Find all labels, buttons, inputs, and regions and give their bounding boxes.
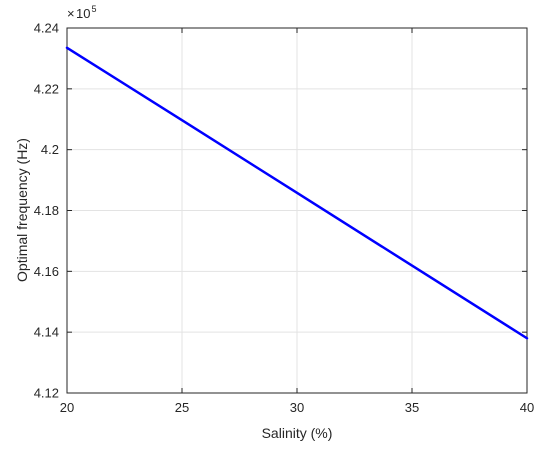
y-exponent-times-sign: × [67,6,75,21]
x-tick-label: 20 [60,400,74,415]
series-line [65,46,529,340]
x-tick-label: 35 [405,400,419,415]
y-tick-label: 4.14 [34,325,59,340]
y-tick-label: 4.16 [34,264,59,279]
y-exponent-power: 5 [91,4,96,14]
y-tick-label: 4.24 [34,21,59,36]
y-tick-label: 4.12 [34,386,59,401]
y-tick-label: 4.18 [34,203,59,218]
x-axis-label: Salinity (%) [262,425,333,441]
axis-ticks [66,27,528,394]
y-axis-label: Optimal frequency (Hz) [14,138,30,282]
y-axis-exponent: 105 [76,4,96,21]
data-series [65,46,529,340]
y-exponent-base: 10 [76,6,90,21]
y-tick-label: 4.2 [41,142,59,157]
x-tick-label: 30 [290,400,304,415]
x-tick-label: 40 [520,400,534,415]
y-tick-label: 4.22 [34,81,59,96]
x-tick-label: 25 [175,400,189,415]
tick-labels: 20 25 30 35 40 4.12 4.14 4.16 4.18 4.2 4.22 4.24 [34,21,535,416]
